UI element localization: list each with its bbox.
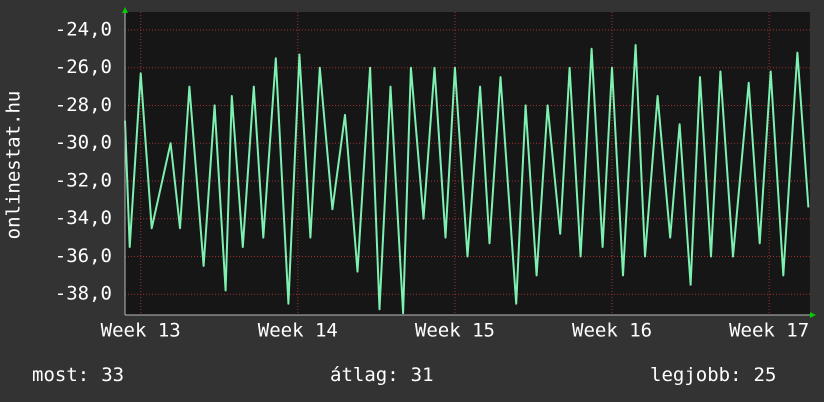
x-tick-label: Week 14 [258, 320, 338, 342]
y-tick-label: -30,0 [55, 132, 112, 154]
axis-arrow [122, 7, 128, 13]
y-tick-label: -32,0 [55, 169, 112, 191]
x-tick-label: Week 13 [101, 320, 181, 342]
plot-area [125, 12, 810, 315]
x-tick-label: Week 16 [572, 320, 652, 342]
y-tick-label: -26,0 [55, 56, 112, 78]
stat: átlag: 31 [330, 364, 434, 386]
data-line [124, 44, 810, 315]
stat: most: 33 [32, 364, 124, 386]
stat-value: 31 [411, 364, 434, 386]
stat-label: legjobb: [650, 364, 742, 386]
y-axis-label: onlinestat.hu [3, 91, 25, 240]
stats: most: 33 átlag: 31 legjobb: 25 [32, 364, 776, 386]
x-tick-label: Week 15 [415, 320, 495, 342]
plot [124, 44, 810, 315]
stat: legjobb: 25 [650, 364, 776, 386]
stat-value: 33 [101, 364, 124, 386]
y-tick-label: -28,0 [55, 94, 112, 116]
stat-label: átlag: [330, 364, 399, 386]
y-tick-label: -38,0 [55, 283, 112, 305]
stat-label: most: [32, 364, 89, 386]
y-tick-label: -36,0 [55, 245, 112, 267]
grid: -24,0 -26,0 -28,0 -30,0 -32,0 -34,0 -36,0 -38,0… [55, 12, 810, 342]
y-tick-label: -24,0 [55, 18, 112, 40]
x-tick-label: Week 17 [729, 320, 809, 342]
stat-value: 25 [754, 364, 777, 386]
y-tick-label: -34,0 [55, 207, 112, 229]
axis-arrow [810, 312, 816, 318]
